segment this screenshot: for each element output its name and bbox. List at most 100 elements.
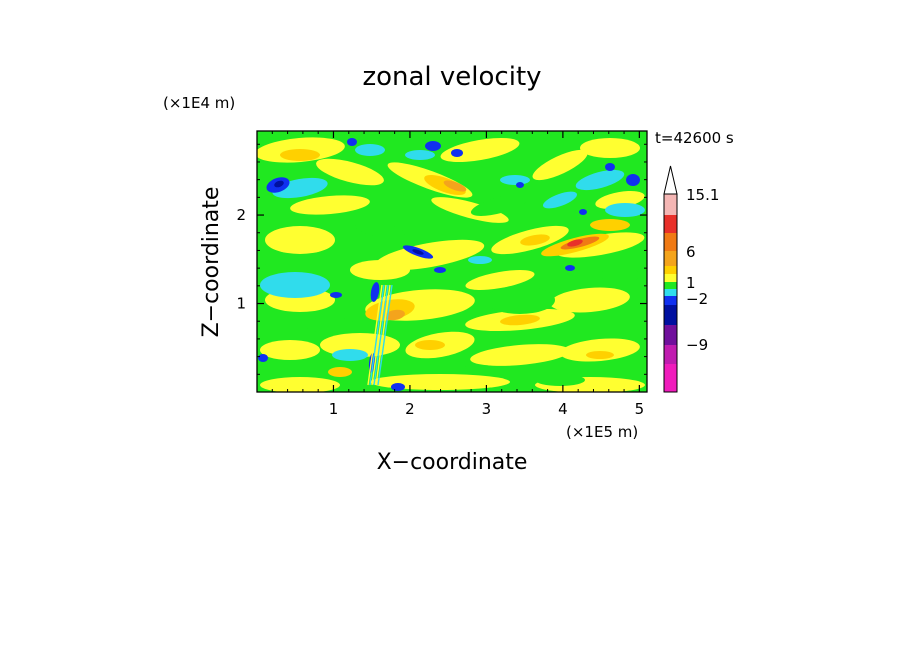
x-tick-label: 4 — [558, 400, 568, 418]
contour-region — [567, 239, 583, 247]
chart-title: zonal velocity — [362, 62, 541, 92]
contour-region — [330, 292, 342, 298]
contour-region — [385, 309, 405, 321]
colorbar-segment — [664, 215, 677, 233]
contour-region — [265, 226, 335, 254]
wave-stripe — [371, 284, 387, 386]
x-multiplier: (×1E5 m) — [566, 423, 638, 441]
contour-region — [355, 221, 405, 239]
contour-region — [451, 149, 463, 157]
colorbar-label: 15.1 — [686, 186, 719, 204]
contour-region — [405, 150, 435, 160]
contour-region — [500, 314, 540, 326]
colorbar-segment — [664, 233, 677, 251]
contour-region — [600, 267, 640, 283]
wave-stripe — [367, 284, 383, 386]
contour-region — [434, 267, 446, 273]
contour-region — [258, 354, 268, 362]
contour-region — [465, 270, 535, 290]
contour-region — [560, 338, 640, 362]
contour-region — [280, 149, 320, 161]
contour-region — [590, 219, 630, 231]
contour-region — [260, 272, 330, 298]
colorbar-segment — [664, 194, 677, 215]
x-tick-label: 3 — [482, 400, 492, 418]
colorbar-label: −2 — [686, 290, 708, 308]
colorbar-segment — [664, 325, 677, 345]
colorbar-label: −9 — [686, 336, 708, 354]
contour-region — [500, 175, 530, 185]
y-axis-ticks: 12 — [236, 143, 647, 375]
colorbar-frame — [663, 193, 678, 393]
contour-region — [260, 340, 320, 360]
contour-region — [355, 144, 385, 156]
contour-region — [470, 344, 570, 366]
wave-stripe — [373, 284, 389, 386]
contour-region — [520, 234, 550, 246]
contour-region — [470, 194, 530, 216]
contour-region — [550, 287, 630, 313]
contour-region — [468, 256, 492, 264]
y-axis-label: Z−coordinate — [199, 187, 224, 338]
contour-region — [431, 197, 509, 223]
contour-region — [415, 340, 445, 350]
contour-region — [532, 149, 588, 181]
contour-region — [516, 182, 524, 188]
colorbar-segment — [664, 251, 677, 266]
contour-region — [305, 317, 355, 333]
contour-region — [605, 163, 615, 171]
colorbar-labels: 15.1 6 1−2 −9 — [686, 186, 719, 354]
colorbar-segment — [664, 305, 677, 325]
plot-frame — [256, 130, 648, 393]
contour-region — [443, 180, 467, 192]
x-axis-ticks: 1 2 3 4 5 — [271, 131, 645, 418]
wave-stripe — [377, 284, 393, 386]
y-tick-label: 2 — [236, 206, 246, 224]
contour-region — [316, 158, 384, 186]
wave-stripe — [369, 284, 385, 386]
contour-region — [605, 203, 645, 217]
y-tick-label: 1 — [236, 295, 246, 313]
x-axis-label: X−coordinate — [377, 450, 528, 475]
x-tick-label: 2 — [405, 400, 415, 418]
contour-region — [579, 209, 587, 215]
colorbar-overflow-arrow — [663, 165, 678, 195]
colorbar — [663, 165, 678, 393]
colorbar-segment — [664, 266, 677, 274]
colorbar-label: 1 — [686, 274, 696, 292]
contour-region — [328, 367, 352, 377]
contour-region — [586, 351, 614, 359]
y-multiplier: (×1E4 m) — [163, 94, 235, 112]
contour-region — [580, 138, 640, 158]
contour-region — [391, 383, 405, 391]
contour-region — [535, 374, 585, 386]
colorbar-segment — [664, 345, 677, 364]
contour-region — [260, 377, 340, 392]
contour-region — [565, 265, 575, 271]
contour-region — [626, 174, 640, 186]
contour-region — [542, 191, 578, 209]
colorbar-segment — [664, 282, 677, 289]
colorbar-segment — [664, 274, 677, 282]
contour-region — [485, 286, 555, 314]
contour-region — [425, 141, 441, 151]
contour-region — [347, 138, 357, 146]
contour-region — [290, 195, 370, 215]
colorbar-segment — [664, 364, 677, 392]
contour-field — [257, 137, 645, 392]
contour-region — [370, 374, 510, 390]
time-label: t=42600 s — [655, 129, 734, 147]
contour-plot-area — [257, 131, 647, 392]
contour-region — [460, 365, 500, 375]
contour-region — [575, 169, 625, 191]
x-tick-label: 1 — [329, 400, 339, 418]
wave-stripe — [375, 284, 391, 386]
x-tick-label: 5 — [635, 400, 645, 418]
colorbar-segment — [664, 296, 677, 305]
contour-region — [350, 260, 410, 280]
contour-region — [332, 349, 368, 361]
contour-region — [370, 282, 380, 302]
contour-region — [412, 249, 424, 255]
contour-region — [274, 180, 284, 188]
